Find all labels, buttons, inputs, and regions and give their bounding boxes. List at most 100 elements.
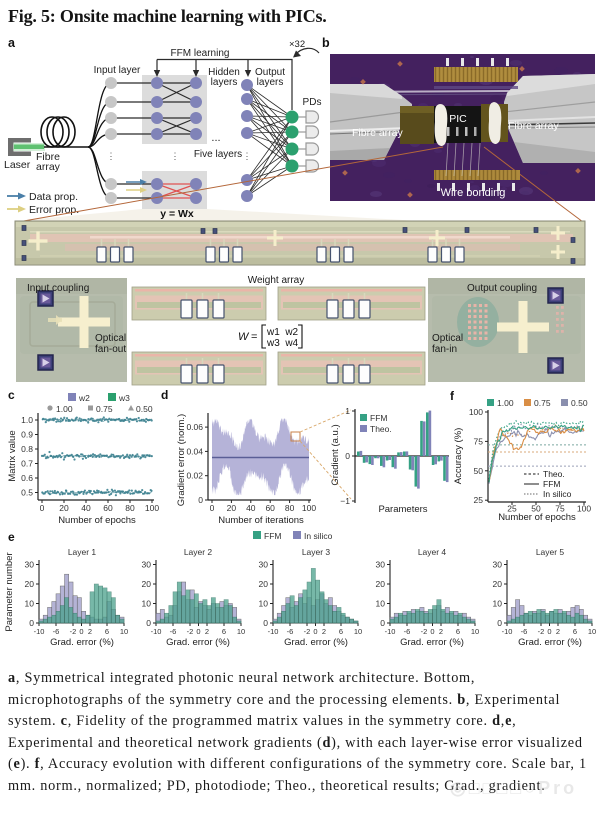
svg-text:0: 0 xyxy=(313,627,317,636)
svg-text:-2: -2 xyxy=(187,627,194,636)
svg-text:Layer 2: Layer 2 xyxy=(184,547,213,557)
svg-text:0: 0 xyxy=(497,618,502,628)
svg-text:0.75: 0.75 xyxy=(534,398,551,408)
svg-text:0: 0 xyxy=(40,503,45,513)
svg-text:e: e xyxy=(8,530,15,544)
svg-text:20: 20 xyxy=(376,579,386,589)
svg-text:80: 80 xyxy=(125,503,135,513)
svg-text:25: 25 xyxy=(474,495,484,505)
svg-text:0: 0 xyxy=(198,495,203,505)
svg-text:Five layers: Five layers xyxy=(194,149,242,160)
svg-text:0: 0 xyxy=(430,627,434,636)
svg-text:25: 25 xyxy=(507,504,517,514)
svg-text:w2: w2 xyxy=(78,393,90,403)
svg-text:Data prop.: Data prop. xyxy=(29,191,78,203)
svg-text:0: 0 xyxy=(345,451,350,461)
svg-text:100: 100 xyxy=(145,503,159,513)
svg-text:-10: -10 xyxy=(34,627,45,636)
svg-text:20: 20 xyxy=(259,579,269,589)
svg-text:1.00: 1.00 xyxy=(497,398,514,408)
svg-text:10: 10 xyxy=(588,627,596,636)
svg-text:Output: Output xyxy=(255,67,285,78)
svg-text:20: 20 xyxy=(142,579,152,589)
svg-text:-10: -10 xyxy=(385,627,396,636)
svg-text:Optical: Optical xyxy=(432,333,463,344)
svg-text:60: 60 xyxy=(265,503,275,513)
svg-text:Matrix value: Matrix value xyxy=(7,430,18,481)
svg-text:-2: -2 xyxy=(70,627,77,636)
svg-text:Output coupling: Output coupling xyxy=(467,283,537,294)
svg-text:c: c xyxy=(8,388,15,402)
svg-text:1: 1 xyxy=(345,406,350,416)
svg-text:−1: −1 xyxy=(340,496,350,506)
svg-text:75: 75 xyxy=(555,504,565,514)
svg-text:Theo.: Theo. xyxy=(543,469,565,479)
svg-text:0: 0 xyxy=(210,503,215,513)
svg-text:w3: w3 xyxy=(118,393,130,403)
svg-text:30: 30 xyxy=(142,560,152,570)
svg-text:-10: -10 xyxy=(151,627,162,636)
svg-text:0: 0 xyxy=(146,618,151,628)
svg-text:Layer 1: Layer 1 xyxy=(68,547,97,557)
svg-text:2: 2 xyxy=(205,627,209,636)
svg-text:0.06: 0.06 xyxy=(186,422,203,432)
svg-text:fan-out: fan-out xyxy=(95,344,126,355)
svg-text:-2: -2 xyxy=(304,627,311,636)
svg-text:40: 40 xyxy=(81,503,91,513)
svg-text:Number of epochs: Number of epochs xyxy=(498,512,576,523)
svg-text:-10: -10 xyxy=(502,627,513,636)
svg-text:20: 20 xyxy=(25,579,35,589)
svg-text:1.00: 1.00 xyxy=(56,404,73,414)
svg-text:6: 6 xyxy=(573,627,577,636)
svg-text:0.9: 0.9 xyxy=(21,430,33,440)
svg-text:layers: layers xyxy=(211,77,238,88)
svg-text:Hidden: Hidden xyxy=(208,67,240,78)
svg-text:Laser: Laser xyxy=(4,159,31,171)
svg-text:layers: layers xyxy=(257,77,284,88)
svg-text:100: 100 xyxy=(577,504,591,514)
svg-text:30: 30 xyxy=(376,560,386,570)
svg-text:Wire bonding: Wire bonding xyxy=(441,187,506,199)
svg-text:10: 10 xyxy=(471,627,479,636)
svg-text:20: 20 xyxy=(493,579,503,589)
svg-text:0.50: 0.50 xyxy=(571,398,588,408)
svg-text:-2: -2 xyxy=(421,627,428,636)
svg-text:0: 0 xyxy=(263,618,268,628)
svg-text:array: array xyxy=(36,161,61,173)
svg-text:-10: -10 xyxy=(268,627,279,636)
svg-text:Gradient error (norm.): Gradient error (norm.) xyxy=(176,414,187,506)
svg-text:6: 6 xyxy=(339,627,343,636)
svg-text:10: 10 xyxy=(25,599,35,609)
svg-text:Number of iterations: Number of iterations xyxy=(218,515,304,526)
svg-text:⋮: ⋮ xyxy=(171,151,180,161)
svg-text:0.5: 0.5 xyxy=(21,488,33,498)
svg-text:0.7: 0.7 xyxy=(21,459,33,469)
svg-text:0.75: 0.75 xyxy=(96,404,113,414)
svg-text:f: f xyxy=(450,389,455,403)
svg-text:Grad. error (%): Grad. error (%) xyxy=(284,637,348,648)
svg-text:FFM: FFM xyxy=(264,531,281,541)
svg-text:Parameters: Parameters xyxy=(378,504,427,515)
svg-text:20: 20 xyxy=(59,503,69,513)
svg-text:W: W xyxy=(238,331,250,343)
svg-text:6: 6 xyxy=(105,627,109,636)
svg-text:10: 10 xyxy=(376,599,386,609)
svg-text:10: 10 xyxy=(237,627,245,636)
svg-text:Input layer: Input layer xyxy=(94,65,141,76)
svg-text:FFM: FFM xyxy=(543,479,560,489)
svg-text:Layer 3: Layer 3 xyxy=(302,547,331,557)
svg-text:w3 w4: w3 w4 xyxy=(266,338,299,349)
svg-text:⋮: ⋮ xyxy=(243,151,252,161)
svg-text:-6: -6 xyxy=(170,627,177,636)
svg-text:Weight array: Weight array xyxy=(248,275,305,286)
svg-text:w1 w2: w1 w2 xyxy=(266,327,299,338)
svg-text:40: 40 xyxy=(246,503,256,513)
svg-text:10: 10 xyxy=(259,599,269,609)
svg-text:0: 0 xyxy=(547,627,551,636)
svg-text:Number of epochs: Number of epochs xyxy=(58,515,136,526)
svg-text:In silico: In silico xyxy=(304,531,333,541)
svg-text:50: 50 xyxy=(531,504,541,514)
svg-text:Theo.: Theo. xyxy=(370,424,392,434)
svg-text:0.50: 0.50 xyxy=(136,404,153,414)
svg-text:...: ... xyxy=(211,132,220,144)
